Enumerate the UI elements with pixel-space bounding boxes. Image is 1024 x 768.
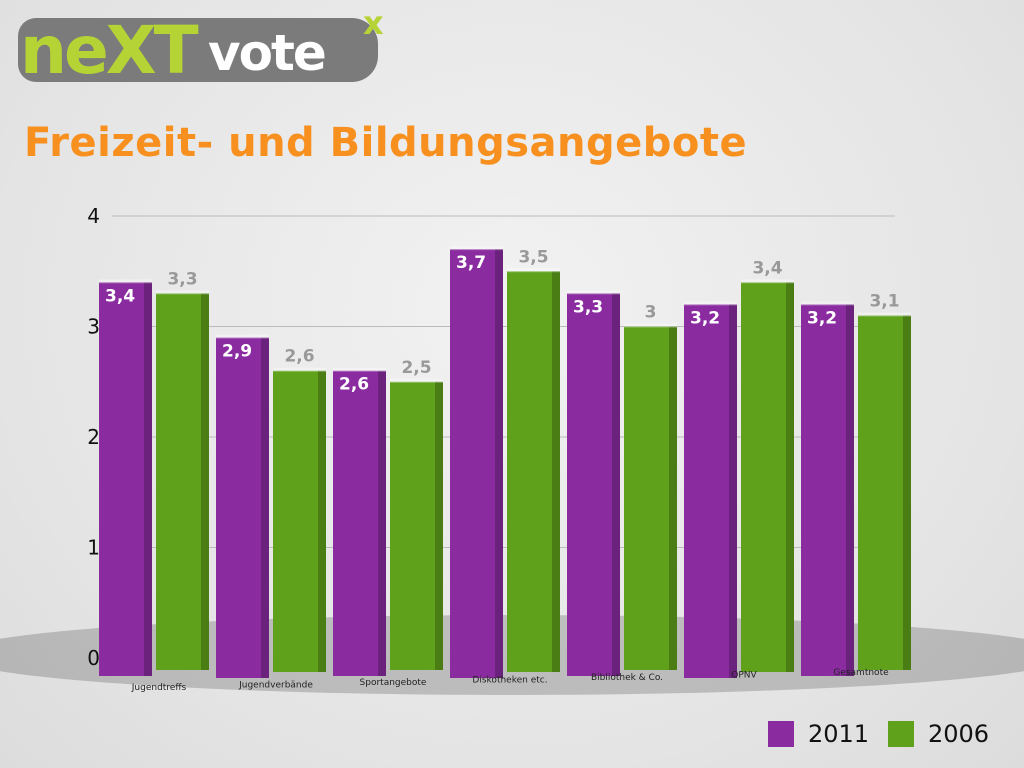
bar-top-2011: [567, 290, 620, 295]
bar-2011: [216, 337, 269, 678]
data-label-2011: 2,9: [222, 342, 252, 362]
bar-side-2011: [261, 337, 269, 678]
bar-top-2011: [216, 334, 269, 339]
data-label-2011: 3,3: [573, 297, 603, 317]
bar-side-2011: [729, 304, 737, 678]
data-label-2006: 3,3: [167, 269, 197, 289]
bar-top-2006: [156, 290, 209, 295]
bar-top-2011: [99, 279, 152, 284]
data-label-2011: 2,6: [339, 375, 369, 395]
legend-2006: 2006: [888, 720, 989, 748]
data-label-2011: 3,7: [456, 253, 486, 273]
x-tick-label: Bibliothek & Co.: [591, 673, 663, 683]
bar-side-2006: [786, 282, 794, 672]
bar-2011: [801, 304, 854, 676]
data-label-2006: 3: [645, 303, 657, 323]
x-tick-label: Sportangebote: [360, 678, 427, 688]
bar-top-2006: [273, 367, 326, 372]
nextvote-logo: neXT vote x: [18, 4, 384, 89]
data-label-2006: 2,5: [401, 358, 431, 378]
bar-side-2011: [846, 304, 854, 676]
bar-2011: [333, 370, 386, 676]
bar-top-2006: [624, 323, 677, 328]
legend-swatch-2006: [888, 721, 914, 747]
bar-2006: [858, 315, 911, 670]
y-tick-label: 2: [87, 425, 100, 449]
bar-top-2011: [450, 246, 503, 251]
page-title: Freizeit- und Bildungsangebote: [24, 120, 748, 166]
legend-label-2006: 2006: [928, 720, 990, 748]
data-label-2006: 3,1: [869, 291, 899, 311]
bar-2006: [390, 381, 443, 670]
x-tick-label: Jugendverbände: [238, 681, 313, 691]
data-label-2011: 3,2: [690, 308, 720, 328]
data-label-2006: 2,6: [284, 347, 314, 367]
y-tick-label: 1: [87, 536, 100, 560]
logo-text-vote: vote: [208, 24, 327, 82]
bar-top-2006: [858, 312, 911, 317]
bar-side-2006: [669, 326, 677, 670]
bar-2011: [99, 282, 152, 676]
bar-top-2006: [390, 378, 443, 383]
bar-2011: [567, 293, 620, 676]
bar-top-2011: [333, 367, 386, 372]
data-label-2006: 3,4: [752, 258, 782, 278]
x-tick-label: Jugendtreffs: [131, 683, 187, 693]
x-tick-label: Diskotheken etc.: [472, 676, 547, 686]
legend-label-2011: 2011: [808, 720, 870, 748]
legend-swatch-2011: [768, 721, 794, 747]
bar-2006: [624, 326, 677, 670]
bar-top-2006: [741, 279, 794, 284]
data-label-2011: 3,2: [807, 308, 837, 328]
bar-2011: [450, 249, 503, 678]
bar-side-2006: [552, 271, 560, 672]
bar-top-2006: [507, 268, 560, 273]
x-tick-label: Gesamtnote: [833, 668, 889, 678]
x-tick-label: OPNV: [731, 671, 757, 681]
data-label-2006: 3,5: [518, 247, 548, 267]
logo-text-next: neXT: [20, 12, 199, 89]
bar-side-2006: [903, 315, 911, 670]
bar-side-2011: [144, 282, 152, 676]
logo-text-x: x: [363, 4, 384, 42]
bar-side-2006: [318, 370, 326, 672]
bar-2006: [273, 370, 326, 672]
data-label-2011: 3,4: [105, 286, 135, 306]
bar-side-2011: [495, 249, 503, 678]
y-tick-label: 3: [87, 315, 100, 339]
bar-side-2006: [201, 293, 209, 670]
legend-2011: 2011: [768, 720, 869, 748]
y-tick-label: 0: [87, 646, 100, 670]
bar-side-2011: [378, 370, 386, 676]
y-tick-label: 4: [87, 204, 100, 228]
bar-2006: [156, 293, 209, 670]
bar-2006: [507, 271, 560, 672]
bar-top-2011: [684, 301, 737, 306]
bar-side-2006: [435, 381, 443, 670]
bar-top-2011: [801, 301, 854, 306]
bar-2006: [741, 282, 794, 672]
bar-2011: [684, 304, 737, 678]
bar-side-2011: [612, 293, 620, 676]
